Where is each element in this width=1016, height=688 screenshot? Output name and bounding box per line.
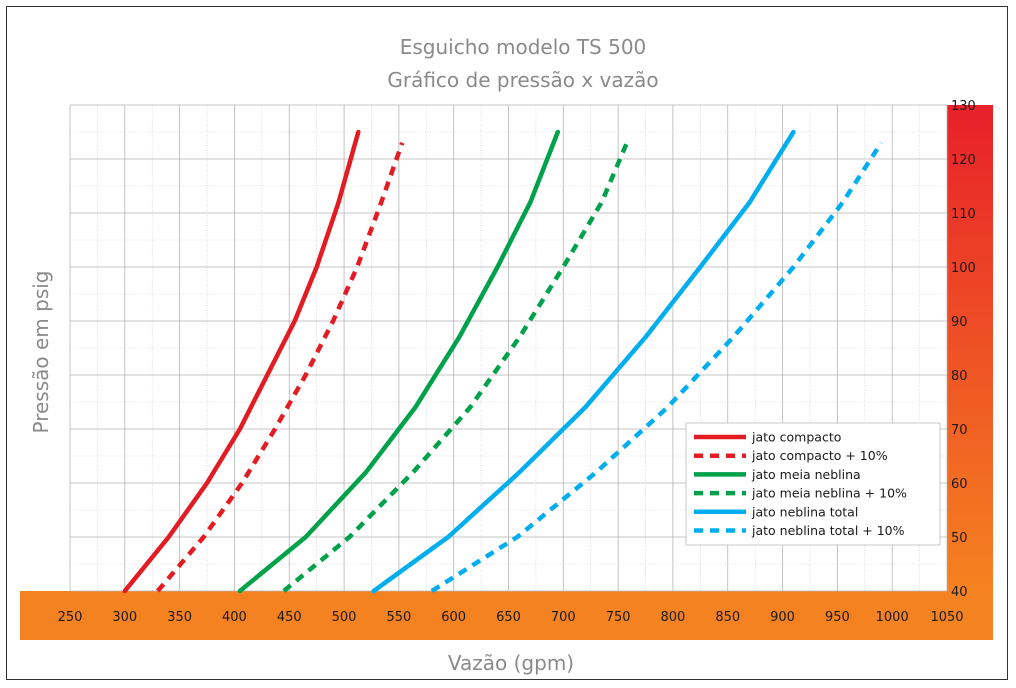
x-axis-title: Vazão (gpm) (448, 651, 574, 675)
y-tick-label: 60 (951, 477, 968, 492)
x-tick-label: 650 (496, 610, 521, 625)
legend-label: jato compacto (751, 430, 841, 445)
x-tick-label: 600 (441, 610, 466, 625)
legend-label: jato compacto + 10% (751, 448, 888, 463)
y-tick-label: 110 (951, 207, 976, 222)
x-tick-label: 500 (332, 610, 357, 625)
y-tick-label: 130 (951, 99, 976, 114)
grid (69, 104, 948, 592)
series-line-5 (371, 129, 796, 594)
y-tick-label: 90 (951, 315, 968, 330)
x-tick-label: 850 (715, 610, 740, 625)
legend: jato compacto jato compacto + 10% jato mei… (685, 422, 941, 546)
x-tick-label: 900 (770, 610, 795, 625)
series-line-4 (282, 141, 629, 593)
x-tick-label: 800 (661, 610, 686, 625)
x-tick-label: 1000 (876, 610, 909, 625)
legend-label: jato meia neblina (751, 467, 861, 482)
series-line-6 (430, 141, 884, 593)
legend-label: jato neblina total + 10% (751, 523, 905, 538)
tick-labels: 250 300 350 400 450 500 550 600 650 700 750 800 850 9… (58, 99, 976, 625)
chart-title: Esguicho modelo TS 500 (400, 35, 647, 59)
y-axis-band (947, 105, 993, 591)
x-tick-label: 250 (58, 610, 83, 625)
x-tick-label: 300 (112, 610, 137, 625)
series-line-1 (122, 129, 361, 594)
x-axis-band (20, 591, 993, 640)
y-tick-label: 120 (951, 153, 976, 168)
x-tick-label: 750 (606, 610, 631, 625)
series-line-3 (237, 129, 561, 594)
x-tick-label: 1050 (930, 610, 963, 625)
chart-subtitle: Gráfico de pressão x vazão (387, 68, 658, 92)
y-tick-label: 80 (951, 369, 968, 384)
y-tick-label: 40 (951, 585, 968, 600)
legend-label: jato neblina total (751, 504, 858, 519)
x-tick-label: 550 (386, 610, 411, 625)
legend-box (685, 422, 941, 546)
y-tick-label: 50 (951, 531, 968, 546)
x-tick-label: 700 (551, 610, 576, 625)
y-tick-label: 100 (951, 261, 976, 276)
series-group (122, 129, 884, 594)
x-tick-label: 450 (277, 610, 302, 625)
x-tick-label: 950 (825, 610, 850, 625)
legend-label: jato meia neblina + 10% (751, 486, 907, 501)
y-tick-label: 70 (951, 423, 968, 438)
chart-frame (6, 6, 1008, 680)
x-tick-label: 350 (167, 610, 192, 625)
series-line-2 (155, 142, 405, 593)
x-tick-label: 400 (222, 610, 247, 625)
y-axis-title: Pressão em psig (29, 271, 53, 434)
